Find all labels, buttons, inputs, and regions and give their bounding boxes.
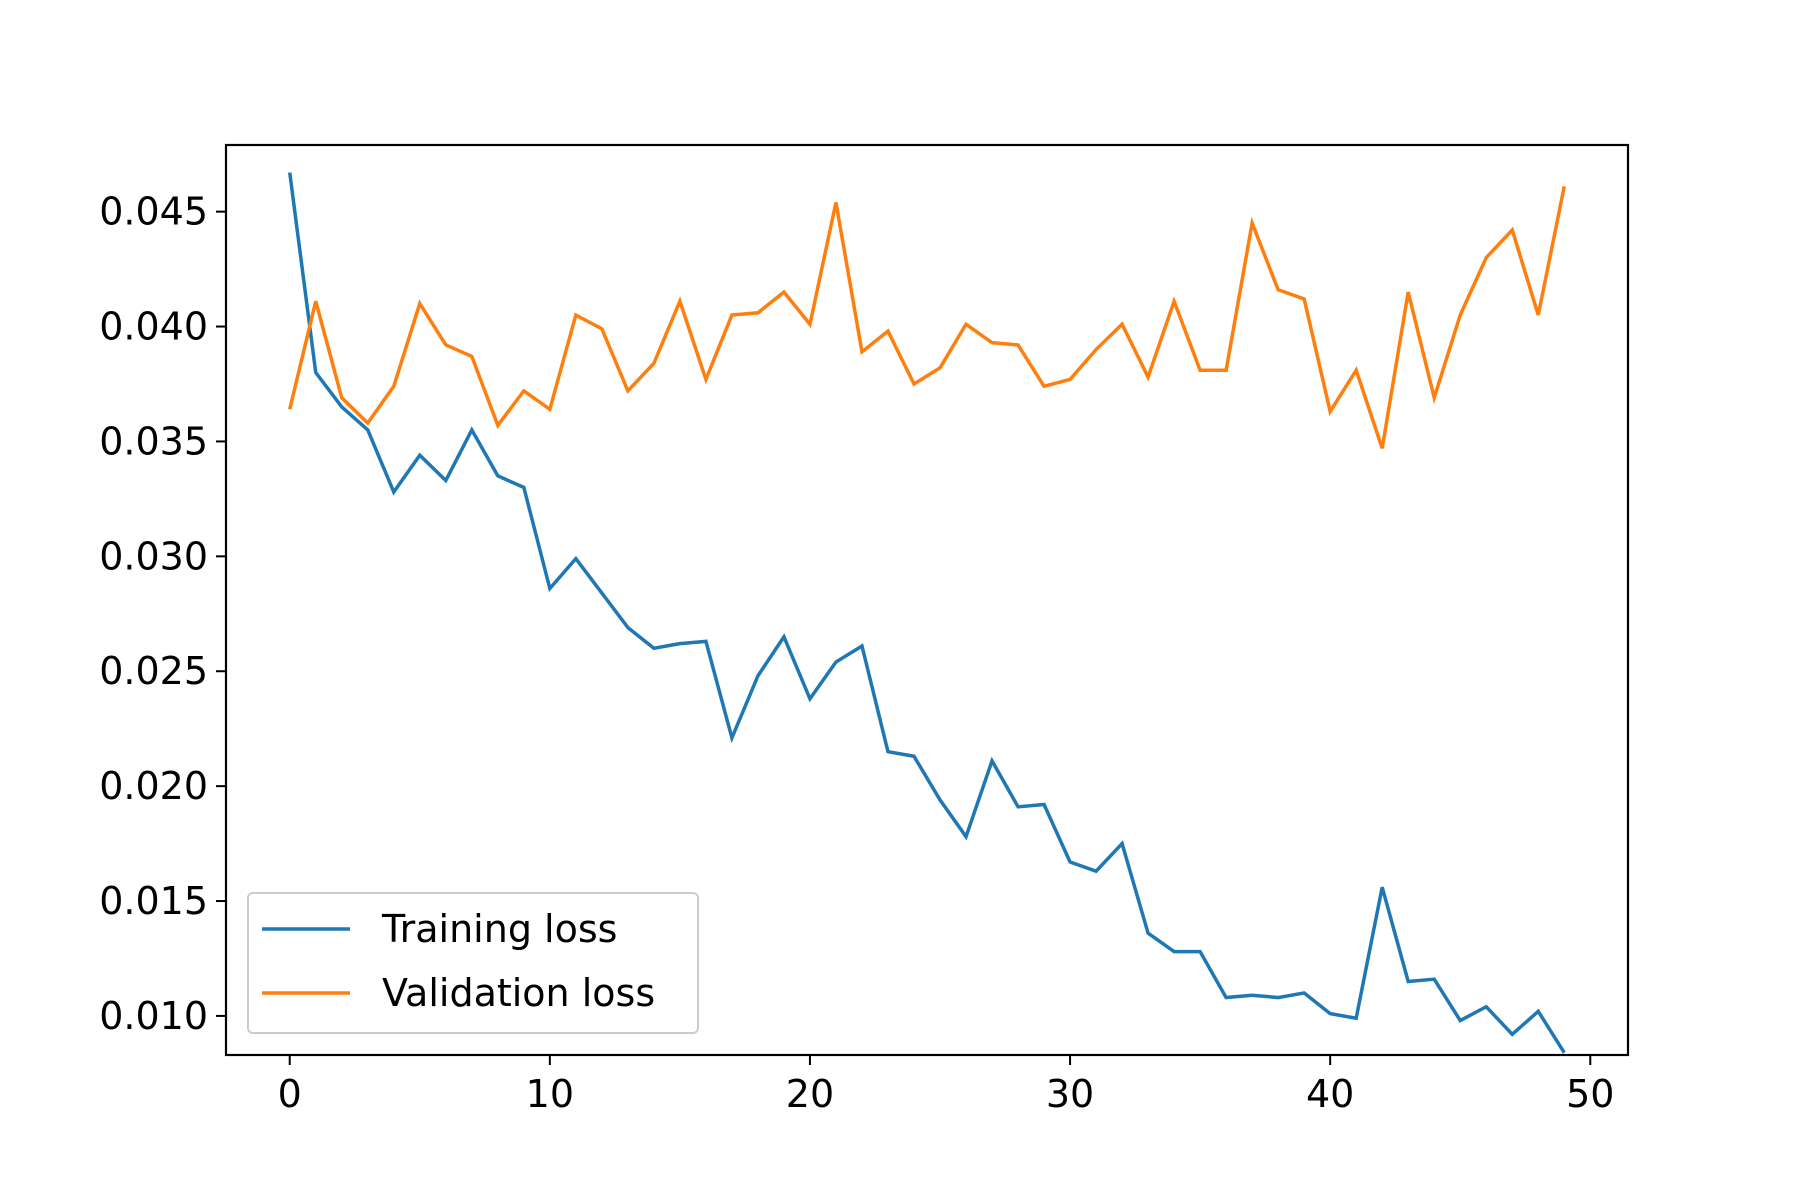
x-axis: 0 10 20 30 40 50 (278, 1055, 1614, 1116)
y-tick-label: 0.015 (99, 879, 208, 923)
x-tick-label: 20 (786, 1072, 834, 1116)
y-tick-label: 0.025 (99, 649, 208, 693)
y-tick-label: 0.040 (99, 305, 208, 349)
series-layer (287, 172, 1566, 1054)
y-tick-label: 0.035 (99, 419, 208, 463)
series-line-validation-loss (288, 186, 1566, 449)
x-tick-label: 50 (1566, 1072, 1614, 1116)
y-tick-label: 0.030 (99, 534, 208, 578)
y-tick-label: 0.020 (99, 764, 208, 808)
series-line-training-loss (287, 172, 1566, 1054)
x-tick-label: 30 (1046, 1072, 1094, 1116)
legend-label-validation-loss: Validation loss (382, 971, 655, 1015)
y-tick-label: 0.045 (99, 190, 208, 234)
y-axis: 0.010 0.015 0.020 0.025 0.030 0.035 0.040 0.045 (99, 190, 226, 1038)
y-tick-label: 0.010 (99, 994, 208, 1038)
legend-label-training-loss: Training loss (381, 907, 617, 951)
x-tick-label: 10 (526, 1072, 574, 1116)
legend: Training loss Validation loss (247, 892, 699, 1034)
plot-area-frame (224, 143, 1630, 1057)
x-tick-label: 40 (1306, 1072, 1354, 1116)
x-tick-label: 0 (278, 1072, 302, 1116)
legend-box (247, 892, 699, 1034)
